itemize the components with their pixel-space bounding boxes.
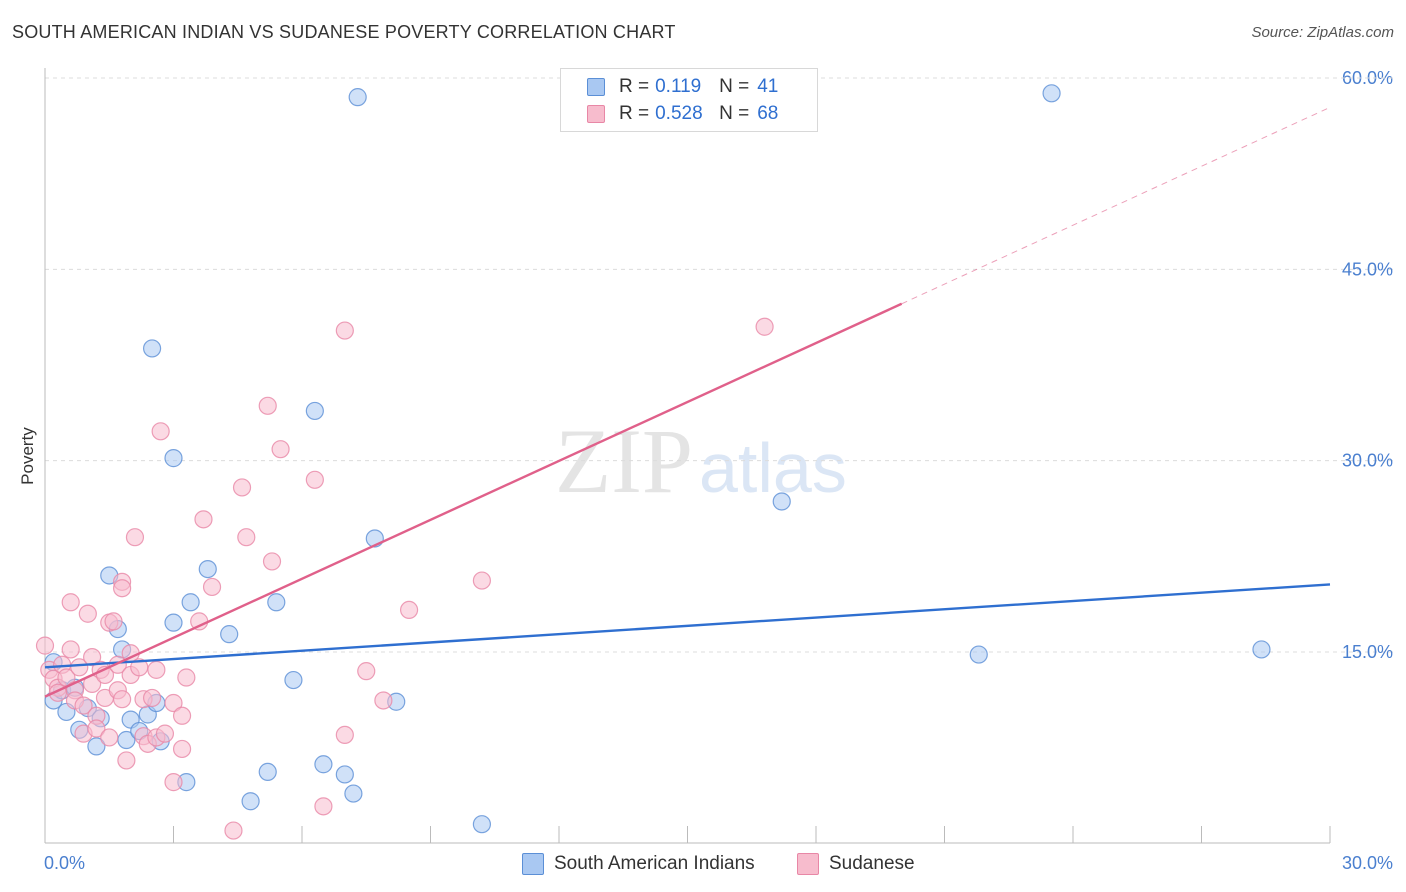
legend-r-label: R = bbox=[619, 103, 650, 124]
sudanese-point bbox=[164, 693, 183, 713]
sudanese-point bbox=[112, 690, 132, 709]
bottom-legend-swatch-blue bbox=[522, 853, 544, 875]
south-american-indians-point bbox=[305, 401, 324, 421]
sudanese-point bbox=[399, 600, 419, 620]
sudanese-point bbox=[112, 579, 132, 598]
south-american-indians-point bbox=[335, 765, 354, 784]
sudanese-point bbox=[177, 668, 196, 687]
south-american-indians-point bbox=[1042, 84, 1061, 103]
legend-swatch-pink bbox=[587, 105, 605, 123]
south-american-indians-point bbox=[314, 755, 333, 774]
south-american-indians-point bbox=[87, 737, 106, 756]
x-tick-label: 0.0% bbox=[44, 853, 85, 873]
sudanese-trend-extension bbox=[901, 106, 1331, 305]
sudanese-point bbox=[314, 797, 333, 816]
bottom-legend-south-american-indians: South American Indians bbox=[522, 852, 755, 876]
y-tick-label: 15.0% bbox=[1342, 642, 1393, 662]
bottom-legend-swatch-pink bbox=[797, 853, 819, 875]
bottom-legend-sudanese: Sudanese bbox=[797, 852, 915, 876]
watermark-atlas: atlas bbox=[699, 429, 847, 507]
sudanese-point bbox=[70, 658, 89, 677]
legend-n-label: N = bbox=[719, 76, 750, 97]
sudanese-point bbox=[61, 593, 80, 612]
south-american-indians-trend-line bbox=[44, 583, 1331, 669]
south-american-indians-point bbox=[258, 762, 277, 782]
sudanese-point bbox=[151, 422, 170, 441]
south-american-indians-point bbox=[220, 625, 239, 644]
y-axis-title: Poverty bbox=[18, 427, 37, 485]
sudanese-point bbox=[61, 640, 80, 659]
legend-n-value: 41 bbox=[757, 76, 779, 97]
sudanese-point bbox=[271, 440, 290, 459]
south-american-indians-point bbox=[772, 492, 791, 511]
sudanese-point bbox=[155, 724, 175, 743]
sudanese-point bbox=[83, 648, 102, 667]
sudanese-point bbox=[117, 751, 136, 770]
sudanese-point bbox=[472, 571, 491, 590]
south-american-indians-point bbox=[472, 815, 491, 834]
south-american-indians-point bbox=[164, 449, 183, 468]
sudanese-point bbox=[147, 660, 166, 679]
sudanese-point bbox=[172, 706, 192, 725]
y-tick-label: 45.0% bbox=[1342, 259, 1393, 279]
sudanese-point bbox=[172, 739, 192, 759]
sudanese-point bbox=[87, 719, 106, 738]
sudanese-point bbox=[335, 321, 354, 340]
sudanese-trend-line bbox=[44, 302, 903, 698]
sudanese-point bbox=[357, 662, 376, 681]
legend-n-value: 68 bbox=[757, 103, 779, 124]
south-american-indians-point bbox=[1252, 640, 1271, 659]
sudanese-point bbox=[305, 470, 324, 489]
sudanese-point bbox=[335, 725, 354, 745]
sudanese-point bbox=[164, 773, 183, 792]
sudanese-point bbox=[194, 510, 213, 529]
sudanese-point bbox=[202, 577, 222, 597]
legend-r-value: 0.528 bbox=[655, 103, 703, 124]
south-american-indians-point bbox=[198, 559, 217, 579]
south-american-indians-point bbox=[142, 339, 162, 358]
legend-box: R = 0.119 N = 41 R = 0.528 N = 68 bbox=[560, 68, 818, 132]
south-american-indians-point bbox=[267, 593, 286, 612]
south-american-indians-point bbox=[969, 645, 988, 664]
sudanese-point bbox=[142, 688, 162, 708]
sudanese-point bbox=[78, 604, 97, 623]
sudanese-point bbox=[262, 552, 282, 571]
source-label: Source: ZipAtlas.com bbox=[1251, 24, 1394, 41]
watermark: ZIPatlas bbox=[555, 408, 847, 514]
sudanese-point bbox=[100, 728, 119, 747]
south-american-indians-point bbox=[164, 613, 183, 632]
bottom-legend-label: Sudanese bbox=[829, 853, 915, 874]
sudanese-point bbox=[237, 528, 256, 547]
south-american-indians-point bbox=[344, 784, 363, 803]
south-american-indians-point bbox=[181, 593, 200, 612]
legend-n-label: N = bbox=[719, 103, 750, 124]
sudanese-point bbox=[125, 528, 145, 547]
x-tick-label: 30.0% bbox=[1342, 853, 1393, 873]
sudanese-point bbox=[755, 317, 774, 336]
y-tick-label: 30.0% bbox=[1342, 451, 1393, 471]
legend-r-value: 0.119 bbox=[655, 76, 702, 97]
sudanese-point bbox=[35, 636, 55, 655]
south-american-indians-point bbox=[241, 792, 260, 811]
legend-r-label: R = bbox=[619, 76, 650, 97]
sudanese-point bbox=[104, 612, 123, 631]
legend-swatch-blue bbox=[587, 78, 605, 96]
sudanese-point bbox=[374, 691, 393, 710]
sudanese-point bbox=[74, 696, 93, 715]
legend-row-south-american-indians: R = 0.119 N = 41 bbox=[587, 74, 778, 100]
sudanese-point bbox=[232, 478, 252, 497]
south-american-indians-point bbox=[348, 88, 367, 107]
sudanese-point bbox=[258, 396, 277, 415]
south-american-indians-point bbox=[284, 670, 303, 690]
legend-row-sudanese: R = 0.528 N = 68 bbox=[587, 101, 778, 127]
chart-title: SOUTH AMERICAN INDIAN VS SUDANESE POVERT… bbox=[12, 22, 676, 42]
bottom-legend-label: South American Indians bbox=[554, 853, 755, 874]
sudanese-point bbox=[224, 821, 243, 840]
